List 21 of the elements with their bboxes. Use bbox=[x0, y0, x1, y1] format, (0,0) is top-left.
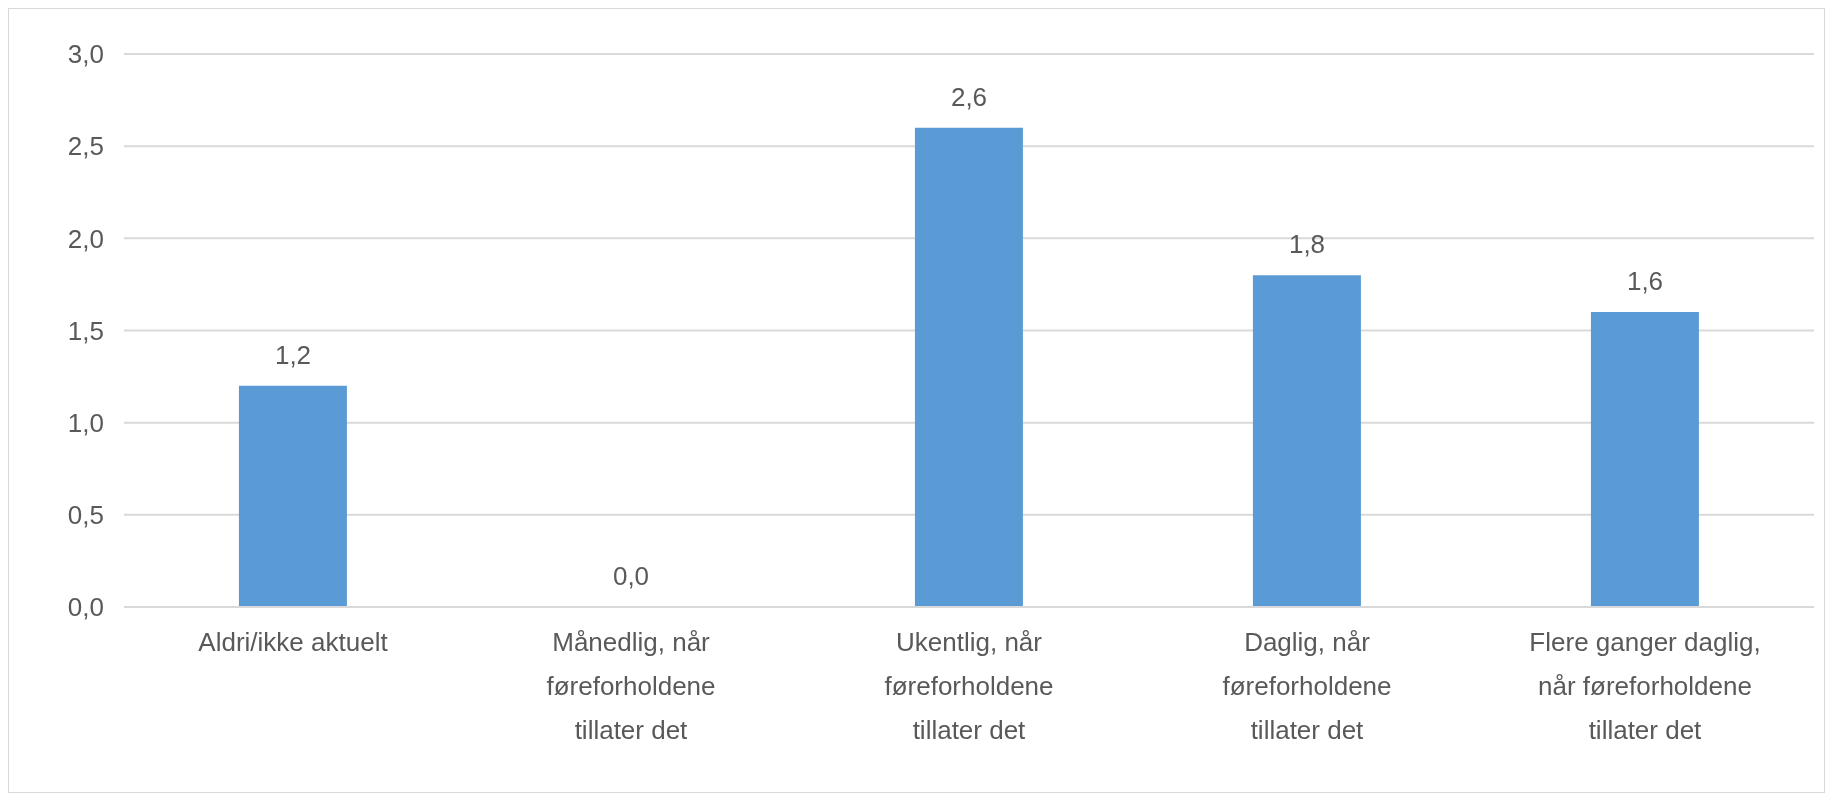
data-label: 2,6 bbox=[950, 81, 988, 112]
data-label: 1,8 bbox=[1288, 229, 1326, 260]
y-tick-label: 0,5 bbox=[67, 500, 104, 531]
data-label: 1,6 bbox=[1626, 266, 1664, 297]
data-label: 1,2 bbox=[274, 339, 312, 370]
data-label: 0,0 bbox=[612, 561, 650, 591]
x-tick-label: Månedlig, når føreforholdene tillater det bbox=[546, 627, 716, 745]
bar bbox=[238, 385, 347, 607]
x-tick-label: Daglig, når føreforholdene tillater det bbox=[1222, 627, 1392, 745]
bar bbox=[1590, 312, 1699, 607]
x-tick-label: Flere ganger daglig, når føreforholdene tillater det bbox=[1529, 627, 1761, 745]
y-tick-label: 3,0 bbox=[67, 39, 104, 70]
bar bbox=[914, 127, 1023, 607]
x-tick-label: Aldri/ikke aktuelt bbox=[198, 627, 389, 657]
y-tick-label: 1,5 bbox=[67, 315, 104, 346]
y-tick-label: 0,0 bbox=[67, 592, 104, 623]
y-tick-label: 1,0 bbox=[67, 407, 104, 438]
y-tick-label: 2,0 bbox=[67, 223, 104, 254]
bar bbox=[1252, 275, 1361, 607]
x-tick-label: Ukentlig, når føreforholdene tillater det bbox=[884, 627, 1054, 745]
y-tick-label: 2,5 bbox=[67, 131, 104, 162]
